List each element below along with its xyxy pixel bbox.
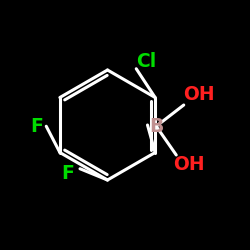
- Text: F: F: [30, 117, 43, 136]
- Text: Cl: Cl: [136, 52, 156, 71]
- Text: B: B: [149, 117, 164, 136]
- Text: OH: OH: [183, 86, 214, 104]
- Text: OH: OH: [173, 156, 204, 174]
- Text: F: F: [61, 164, 74, 183]
